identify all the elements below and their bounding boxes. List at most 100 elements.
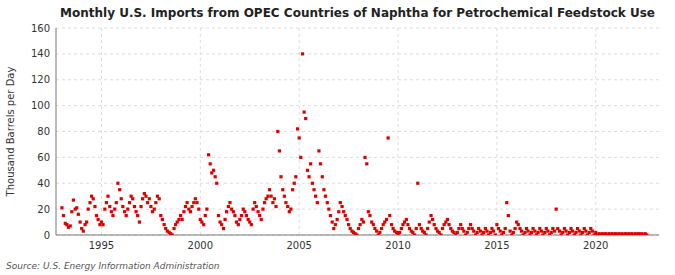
point bbox=[645, 233, 648, 235]
point bbox=[153, 208, 156, 211]
point bbox=[291, 188, 294, 191]
point bbox=[223, 218, 226, 221]
point bbox=[116, 182, 119, 185]
y-axis-label: Thousand Barrels per Day bbox=[5, 67, 16, 198]
point bbox=[415, 227, 418, 230]
point bbox=[185, 201, 188, 204]
point bbox=[128, 201, 131, 204]
y-tick-label: 140 bbox=[31, 48, 50, 59]
point bbox=[512, 231, 515, 234]
point bbox=[357, 227, 360, 230]
point bbox=[380, 227, 383, 230]
point bbox=[225, 210, 228, 213]
point bbox=[469, 223, 472, 226]
point bbox=[87, 208, 90, 211]
x-tick-label: 2020 bbox=[583, 240, 608, 251]
point bbox=[286, 205, 289, 208]
point bbox=[326, 201, 329, 204]
point bbox=[476, 231, 479, 234]
point bbox=[433, 223, 436, 226]
point bbox=[327, 208, 330, 211]
point bbox=[363, 156, 366, 159]
point bbox=[405, 218, 408, 221]
point bbox=[60, 206, 63, 209]
point bbox=[316, 201, 319, 204]
point bbox=[256, 210, 259, 213]
point bbox=[307, 175, 310, 178]
x-tick-label: 1995 bbox=[89, 240, 114, 251]
y-grid-line bbox=[56, 209, 659, 210]
point bbox=[97, 218, 100, 221]
point bbox=[426, 227, 429, 230]
point bbox=[237, 223, 240, 226]
point bbox=[523, 231, 526, 234]
point bbox=[215, 182, 218, 185]
y-tick-label: 160 bbox=[31, 23, 50, 34]
point bbox=[342, 210, 345, 213]
point bbox=[245, 214, 248, 217]
point bbox=[372, 223, 375, 226]
point bbox=[232, 210, 235, 213]
x-grid-line bbox=[496, 28, 497, 235]
point bbox=[93, 205, 96, 208]
point bbox=[492, 230, 495, 233]
x-tick-label: 2015 bbox=[484, 240, 509, 251]
point bbox=[578, 230, 581, 233]
point bbox=[345, 218, 348, 221]
point bbox=[263, 201, 266, 204]
point bbox=[527, 230, 530, 233]
point bbox=[220, 223, 223, 226]
point bbox=[179, 214, 182, 217]
y-tick-label: 40 bbox=[37, 178, 50, 189]
point bbox=[278, 149, 281, 152]
point bbox=[103, 208, 106, 211]
point bbox=[441, 227, 444, 230]
point bbox=[111, 214, 114, 217]
point bbox=[304, 117, 307, 120]
point bbox=[207, 153, 210, 156]
point bbox=[136, 214, 139, 217]
x-tick-label: 2000 bbox=[188, 240, 213, 251]
y-grid-line bbox=[56, 53, 659, 54]
point bbox=[568, 231, 571, 234]
point bbox=[591, 230, 594, 233]
source-note: Source: U.S. Energy Information Administ… bbox=[6, 261, 220, 271]
point bbox=[158, 197, 161, 200]
point bbox=[62, 214, 65, 217]
point bbox=[271, 201, 274, 204]
point bbox=[339, 201, 342, 204]
point bbox=[513, 227, 516, 230]
point bbox=[355, 233, 358, 235]
point bbox=[148, 197, 151, 200]
point bbox=[214, 175, 217, 178]
point bbox=[431, 218, 434, 221]
point bbox=[314, 195, 317, 198]
point bbox=[319, 162, 322, 165]
point bbox=[77, 213, 80, 216]
point bbox=[123, 210, 126, 213]
point bbox=[118, 188, 121, 191]
point bbox=[507, 214, 510, 217]
point bbox=[561, 231, 564, 234]
point bbox=[367, 210, 370, 213]
point bbox=[378, 231, 381, 234]
point bbox=[113, 208, 116, 211]
y-grid-line bbox=[56, 157, 659, 158]
x-grid-line bbox=[101, 28, 102, 235]
x-grid-line bbox=[595, 28, 596, 235]
point bbox=[385, 218, 388, 221]
point bbox=[266, 195, 269, 198]
point bbox=[120, 197, 123, 200]
point bbox=[416, 182, 419, 185]
point bbox=[520, 230, 523, 233]
point bbox=[138, 220, 141, 223]
point bbox=[171, 233, 174, 235]
point bbox=[126, 208, 129, 211]
point bbox=[261, 208, 264, 211]
point bbox=[134, 210, 137, 213]
point bbox=[546, 230, 549, 233]
point bbox=[390, 223, 393, 226]
point bbox=[466, 231, 469, 234]
point bbox=[332, 227, 335, 230]
x-grid-line bbox=[398, 28, 399, 235]
